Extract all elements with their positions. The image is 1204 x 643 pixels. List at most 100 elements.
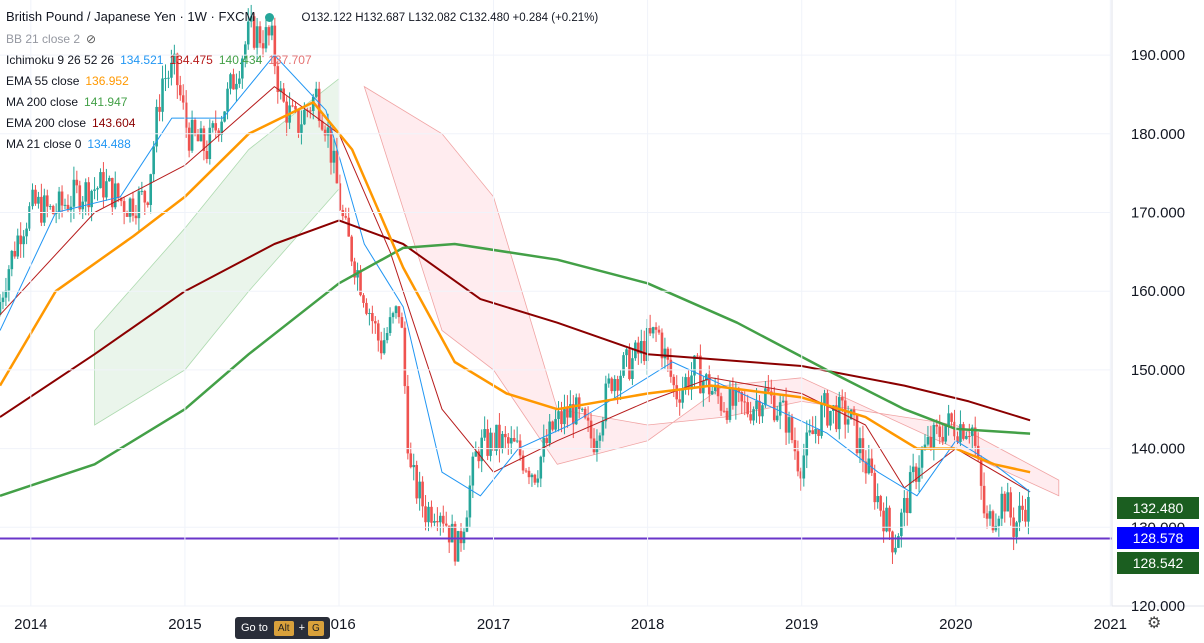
candle-body xyxy=(344,216,348,218)
candle-body xyxy=(592,438,596,453)
candle-body xyxy=(388,317,392,334)
indicator-row[interactable]: EMA 200 close 143.604 xyxy=(6,113,598,134)
candle-body xyxy=(267,27,271,36)
indicator-value: 137.707 xyxy=(268,53,312,67)
indicator-row[interactable]: MA 21 close 0 134.488 xyxy=(6,134,598,155)
candle-body xyxy=(619,375,622,391)
candle-body xyxy=(450,523,454,543)
candle-body xyxy=(873,472,877,503)
candle-body xyxy=(96,188,99,190)
candle-body xyxy=(362,295,365,303)
candle-body xyxy=(394,306,398,314)
candle-body xyxy=(317,88,321,121)
gear-icon[interactable]: ⚙ xyxy=(1147,615,1162,632)
candle-body xyxy=(137,191,141,219)
candle-body xyxy=(728,387,732,420)
candle-body xyxy=(900,512,903,537)
candle-body xyxy=(22,236,25,245)
candle-body xyxy=(554,419,557,430)
price-tag-low: 128.542 xyxy=(1117,552,1199,575)
candle-body xyxy=(569,404,572,418)
candle-body xyxy=(436,520,439,523)
candle-body xyxy=(820,404,823,436)
candle-body xyxy=(870,458,874,473)
candle-body xyxy=(193,119,197,134)
candle-body xyxy=(891,531,894,553)
candle-body xyxy=(155,106,158,147)
candle-body xyxy=(480,437,483,462)
candle-body xyxy=(935,424,939,427)
goto-date-button[interactable]: Go to Alt + G xyxy=(235,617,330,639)
candle-body xyxy=(181,95,185,103)
candle-body xyxy=(657,329,661,333)
candle-body xyxy=(557,411,560,420)
plus-sign: + xyxy=(298,622,306,634)
candle-body xyxy=(521,455,525,471)
candle-body xyxy=(982,485,986,514)
candle-body xyxy=(235,83,238,90)
goto-label: Go to xyxy=(241,622,268,634)
candle-body xyxy=(914,466,918,482)
candle-body xyxy=(187,127,191,151)
candle-body xyxy=(149,174,153,205)
candle-body xyxy=(102,172,105,198)
candle-body xyxy=(835,405,838,430)
candle-body xyxy=(214,123,218,131)
candle-body xyxy=(1024,509,1027,522)
candle-body xyxy=(716,384,720,397)
candle-body xyxy=(282,88,285,102)
candle-body xyxy=(78,185,82,210)
indicator-row[interactable]: Ichimoku 9 26 52 26 134.521 134.475 140.434… xyxy=(6,50,598,71)
candle-body xyxy=(279,88,283,93)
indicator-row[interactable]: BB 21 close 2 ⊘ xyxy=(6,29,598,50)
x-tick-label: 2021 xyxy=(1094,616,1127,633)
candle-body xyxy=(799,471,803,479)
candle-body xyxy=(616,379,619,391)
candle-body xyxy=(57,191,61,214)
candle-body xyxy=(879,496,882,511)
candle-body xyxy=(161,78,164,112)
candle-body xyxy=(10,250,14,270)
price-tag-last: 132.480 xyxy=(1117,496,1199,519)
candle-body xyxy=(439,515,442,523)
y-tick-label: 170.000 xyxy=(1131,204,1185,221)
candle-body xyxy=(675,385,679,400)
x-tick-label: 2017 xyxy=(477,616,510,633)
candle-body xyxy=(326,127,330,136)
candle-body xyxy=(170,62,173,78)
candle-body xyxy=(329,127,333,163)
candle-body xyxy=(341,210,345,217)
candle-body xyxy=(885,507,888,532)
candle-body xyxy=(176,53,179,86)
candle-body xyxy=(122,201,126,213)
candle-body xyxy=(527,470,531,478)
candle-body xyxy=(190,119,194,151)
candle-body xyxy=(143,190,147,203)
candle-body xyxy=(60,191,64,206)
x-tick-label: 2015 xyxy=(168,616,201,633)
candle-body xyxy=(418,481,421,499)
time-axis[interactable]: 2014 2015 2016 2017 2018 2019 2020 2021 xyxy=(14,0,1127,633)
candle-body xyxy=(323,129,327,136)
candle-body xyxy=(997,518,1001,526)
candle-body xyxy=(167,77,170,79)
candle-body xyxy=(752,409,755,421)
candle-body xyxy=(300,124,303,133)
candle-body xyxy=(580,408,584,410)
candle-body xyxy=(805,432,809,456)
eye-off-icon[interactable]: ⊘ xyxy=(86,32,97,46)
candle-body xyxy=(867,458,871,474)
candle-body xyxy=(693,355,696,376)
ma200-line xyxy=(0,242,1031,497)
candle-body xyxy=(84,182,88,202)
indicator-row[interactable]: MA 200 close 141.947 xyxy=(6,92,598,113)
candle-body xyxy=(400,317,404,328)
candle-body xyxy=(152,146,155,175)
indicator-row[interactable]: EMA 55 close 136.952 xyxy=(6,71,598,92)
candle-body xyxy=(365,302,368,314)
symbol-title[interactable]: British Pound / Japanese Yen · 1W · FXCM xyxy=(6,9,256,24)
candle-body xyxy=(648,328,652,334)
candle-body xyxy=(409,453,413,468)
candle-body xyxy=(7,269,11,291)
